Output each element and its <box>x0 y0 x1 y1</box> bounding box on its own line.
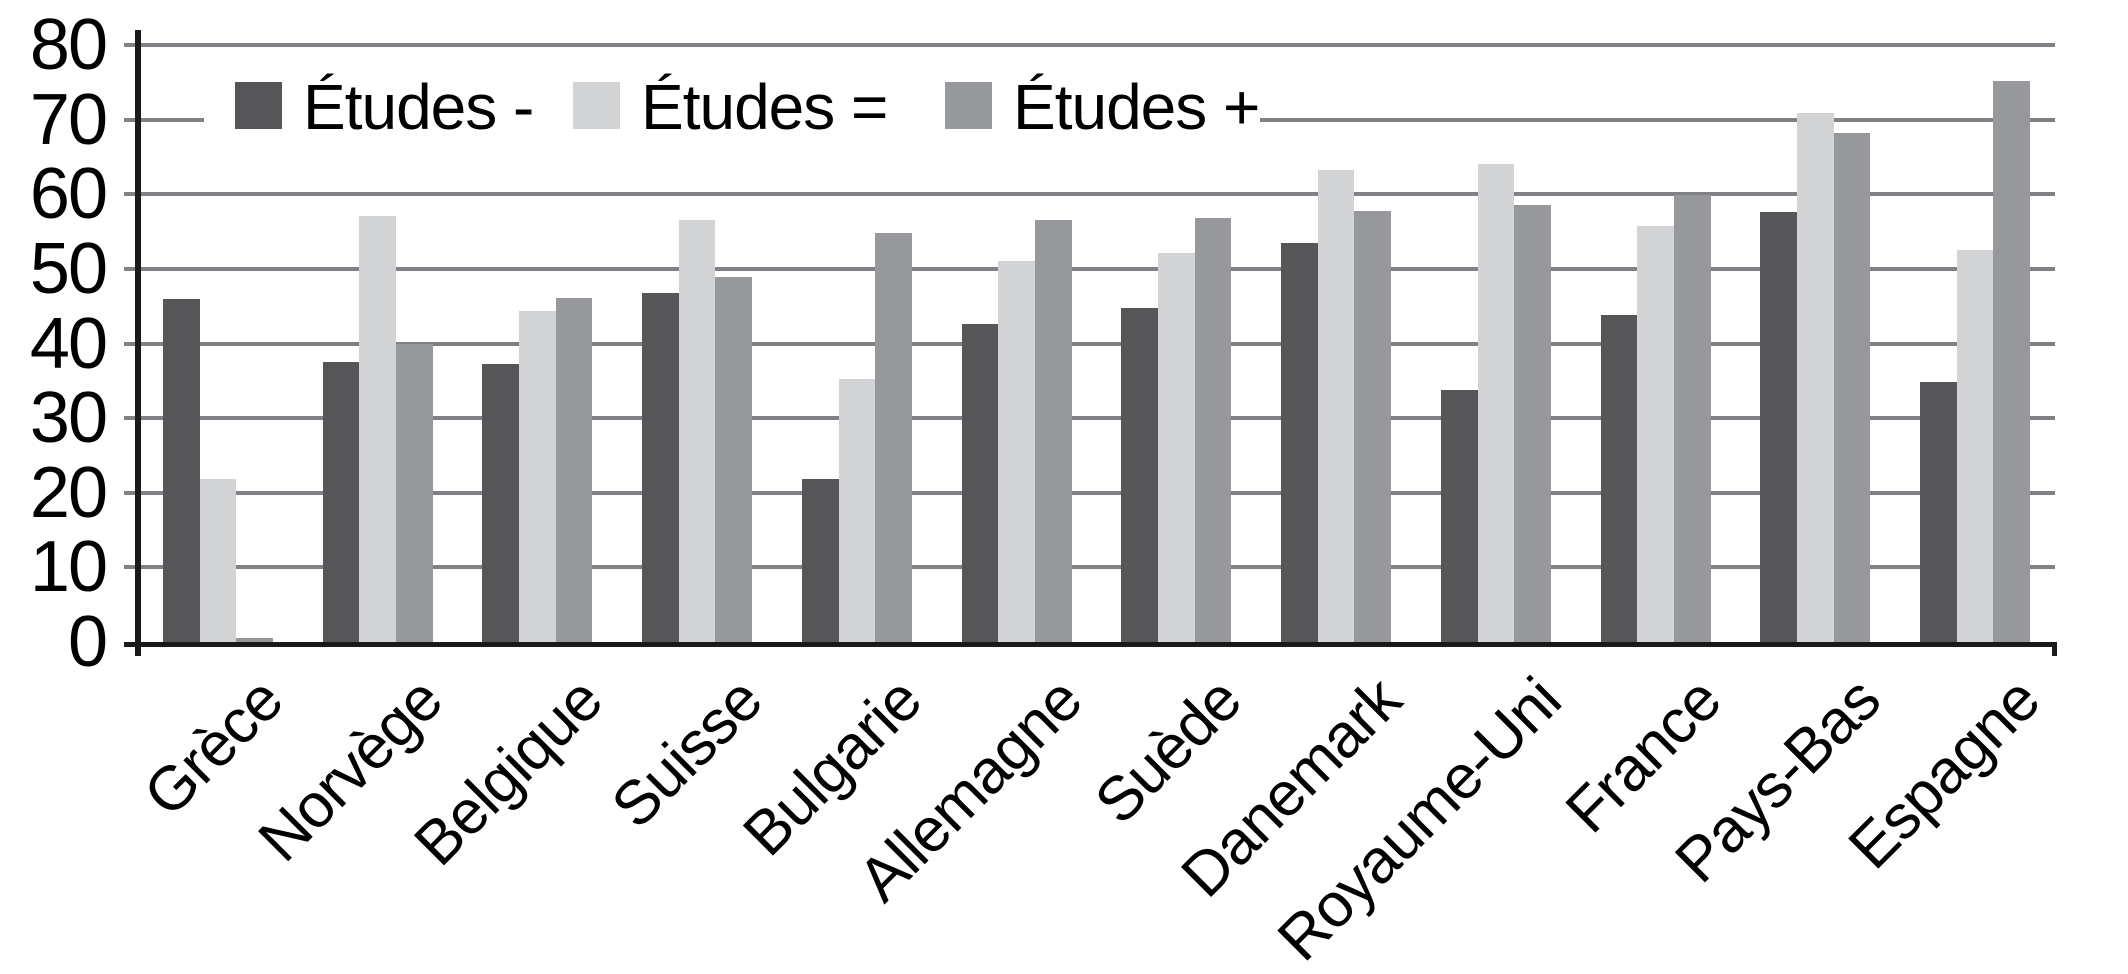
y-tick-label: 20 <box>29 452 108 533</box>
gridline-40 <box>124 341 2055 346</box>
bar-chart: 0 10 20 30 40 50 60 70 80 Grèce Norvège Belgique Su… <box>29 5 2057 974</box>
x-tick-label-Royaume-Uni: Royaume-Uni <box>1264 665 1574 974</box>
y-tick-label: 30 <box>29 378 108 459</box>
bar-Suède-serie3 <box>1194 218 1232 642</box>
bar-Allemagne-serie1 <box>961 324 999 642</box>
bar-Royaume-Uni-serie1 <box>1440 389 1478 642</box>
bar-Espagne-serie3 <box>1993 80 2031 642</box>
y-tick-label: 0 <box>67 602 108 682</box>
bar-Pays-Bas-serie3 <box>1833 133 1871 642</box>
bar-Royaume-Uni-serie3 <box>1514 205 1551 642</box>
legend-label-serie2: Études = <box>641 71 888 143</box>
bar-Espagne-serie1 <box>1920 381 1957 642</box>
bar-Danemark-serie2 <box>1317 170 1355 642</box>
bar-Espagne-serie2 <box>1956 250 1994 642</box>
bar-Bulgarie-serie3 <box>875 233 912 642</box>
bar-Norvège-serie2 <box>359 215 396 642</box>
y-tick-label: 10 <box>29 527 108 608</box>
bar-Suisse-serie2 <box>678 219 716 642</box>
bar-Pays-Bas-serie2 <box>1797 112 1834 642</box>
bar-Belgique-serie1 <box>482 364 519 642</box>
y-tick-label: 80 <box>29 5 108 85</box>
gridline-10 <box>124 565 2055 570</box>
bar-Danemark-serie3 <box>1354 211 1392 642</box>
bar-Grèce-serie2 <box>199 479 237 642</box>
bar-Suisse-serie3 <box>715 277 753 642</box>
bar-Belgique-serie2 <box>519 310 556 642</box>
bar-France-serie3 <box>1673 194 1711 642</box>
bar-Grèce-serie1 <box>162 298 200 642</box>
x-axis-baseline <box>124 642 2057 647</box>
bar-Allemagne-serie2 <box>998 261 1035 642</box>
gridline-80 <box>124 43 2055 47</box>
bar-Royaume-Uni-serie2 <box>1477 164 1515 642</box>
bar-Bulgarie-serie2 <box>838 378 876 642</box>
gridline-20 <box>124 490 2055 495</box>
legend-label-serie1: Études - <box>303 71 534 143</box>
bar-Grèce-serie3 <box>236 638 273 642</box>
legend-swatch-serie2 <box>573 82 620 129</box>
bar-Belgique-serie3 <box>555 297 593 642</box>
x-axis-end-tick <box>2052 642 2057 656</box>
legend-backdrop <box>204 58 1260 138</box>
y-tick-label: 70 <box>29 79 108 160</box>
gridline-50 <box>124 266 2055 271</box>
legend-swatch-serie3 <box>945 82 992 129</box>
bar-Bulgarie-serie1 <box>801 479 839 642</box>
y-tick-label: 50 <box>29 228 108 309</box>
bar-Suisse-serie1 <box>642 292 679 642</box>
bar-France-serie1 <box>1600 315 1638 642</box>
bar-Suède-serie1 <box>1121 307 1158 642</box>
bar-Norvège-serie3 <box>395 343 433 642</box>
bar-Allemagne-serie3 <box>1034 219 1072 642</box>
y-tick-label: 60 <box>29 154 108 235</box>
bar-Norvège-serie1 <box>322 362 360 642</box>
legend-label-serie3: Études + <box>1013 71 1260 143</box>
gridline-30 <box>124 416 2055 421</box>
bar-Suède-serie2 <box>1158 253 1195 642</box>
y-axis-line <box>135 30 141 656</box>
y-tick-label: 40 <box>29 303 108 384</box>
bar-Pays-Bas-serie1 <box>1760 212 1797 642</box>
bar-Danemark-serie1 <box>1281 242 1318 642</box>
legend-swatch-serie1 <box>235 82 282 129</box>
gridline-60 <box>124 192 2055 197</box>
bar-France-serie2 <box>1637 225 1674 642</box>
